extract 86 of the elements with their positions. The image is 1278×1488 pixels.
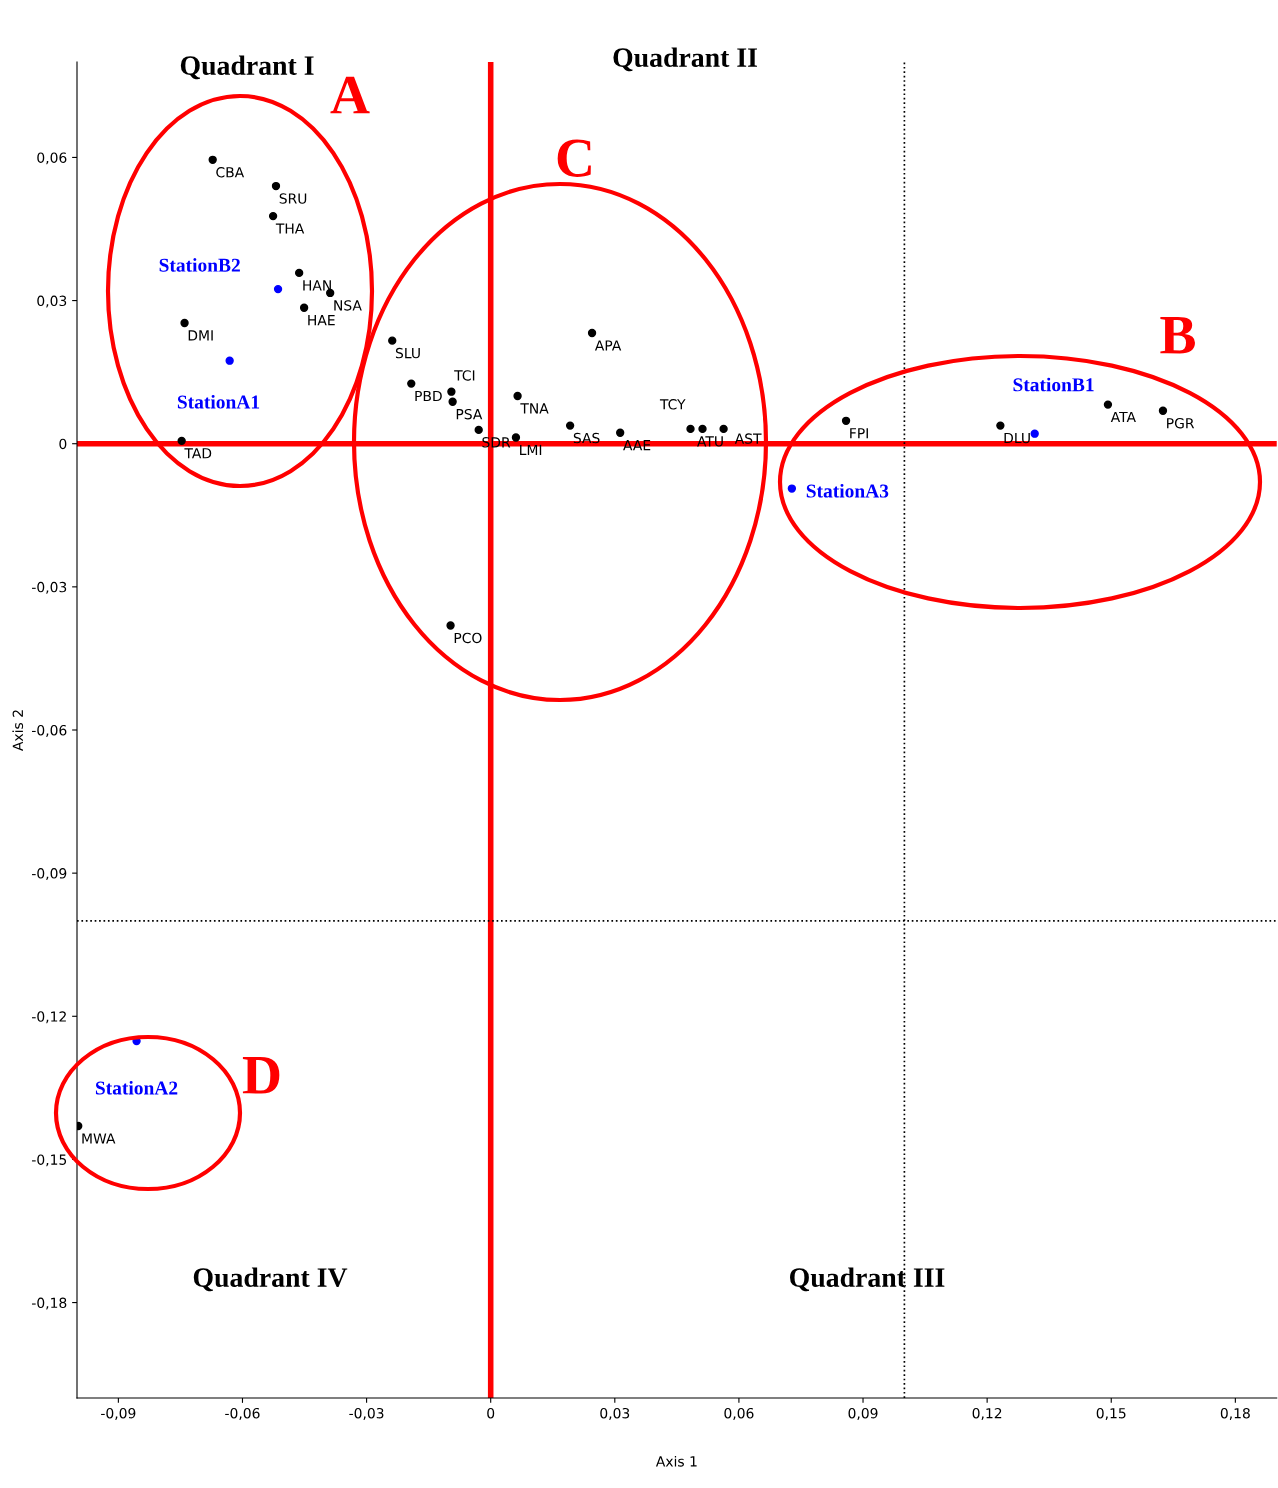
y-tick-label: -0,12 — [32, 1011, 66, 1024]
y-tick-label: -0,18 — [32, 1297, 67, 1310]
point — [407, 379, 416, 388]
y-tick-label: 0,06 — [37, 152, 67, 165]
annotation: StationA2 — [95, 1080, 178, 1095]
annotation: DMI — [188, 330, 213, 341]
annotation: B — [1160, 316, 1195, 354]
point — [268, 211, 278, 221]
x-tick-label: -0,06 — [225, 1407, 260, 1420]
point — [208, 155, 217, 164]
annotation: PCO — [454, 632, 482, 644]
point — [271, 181, 281, 191]
annotation: THA — [275, 223, 305, 234]
x-tick-label: 0,03 — [600, 1407, 630, 1420]
annotation: PBD — [415, 390, 442, 402]
x-tick-label: 0,18 — [1220, 1407, 1250, 1420]
point — [511, 433, 521, 442]
point — [686, 424, 695, 434]
x-tick-label: 0,06 — [724, 1407, 754, 1420]
x-axis-title: Axis 1 — [655, 1455, 697, 1467]
annotation: A — [330, 76, 370, 114]
annotation: StationA3 — [806, 483, 889, 498]
point — [388, 336, 397, 345]
annotation: CBA — [216, 167, 245, 178]
y-tick-label: -0,09 — [32, 868, 67, 881]
point — [299, 303, 309, 312]
annotation: ATA — [1110, 411, 1136, 423]
point — [719, 424, 728, 434]
annotation: TAD — [184, 448, 212, 459]
x-tick-label: 0,15 — [1096, 1407, 1126, 1420]
y-axis-title: Axis 2 — [12, 710, 24, 751]
annotation: TCY — [659, 399, 686, 410]
point — [474, 425, 483, 435]
annotation: Quadrant I — [180, 55, 314, 80]
point — [177, 436, 186, 446]
x-tick-label: 0 — [487, 1407, 495, 1419]
annotation: NSA — [334, 300, 362, 311]
point — [294, 268, 304, 278]
annotation: MWA — [82, 1133, 116, 1144]
point — [587, 328, 597, 338]
annotation: SAS — [573, 432, 600, 444]
point — [1103, 400, 1113, 409]
annotation: LMI — [520, 444, 542, 456]
annotation: StationB2 — [159, 258, 240, 272]
annotation: Quadrant III — [790, 1267, 945, 1292]
x-tick-label: 0,12 — [972, 1407, 1002, 1420]
annotation: SRU — [279, 193, 307, 204]
point — [1158, 406, 1168, 415]
annotation: Quadrant IV — [193, 1267, 348, 1292]
point — [225, 356, 234, 365]
point — [698, 424, 707, 434]
y-tick-label: -0,03 — [32, 581, 67, 594]
annotation: C — [557, 139, 591, 177]
annotation: StationB1 — [1013, 377, 1094, 392]
annotation: APA — [594, 340, 622, 351]
x-tick-label: -0,03 — [349, 1407, 384, 1420]
point — [841, 416, 851, 425]
y-tick-label: 0,03 — [37, 295, 67, 308]
point — [565, 421, 575, 430]
annotation: Quadrant II — [613, 47, 757, 72]
annotation: PSA — [456, 408, 483, 420]
point — [446, 621, 455, 630]
x-tick-label: -0,09 — [101, 1407, 136, 1420]
annotation: HAE — [308, 315, 335, 326]
point — [996, 421, 1005, 430]
point — [513, 391, 522, 401]
annotation: SLU — [395, 347, 420, 359]
point — [616, 428, 625, 437]
annotation: DLU — [1004, 432, 1030, 444]
annotation: FPI — [850, 428, 868, 439]
annotation: TNA — [520, 403, 549, 414]
point — [180, 318, 189, 328]
point — [448, 397, 457, 406]
y-tick-label: -0,06 — [32, 724, 67, 737]
y-tick-label: -0,15 — [32, 1154, 67, 1167]
annotation: PGR — [1167, 417, 1195, 429]
point — [447, 387, 456, 396]
annotation: D — [242, 1056, 280, 1094]
annotation: StationA1 — [177, 394, 260, 409]
x-tick-label: 0,09 — [848, 1407, 878, 1420]
point — [787, 484, 797, 493]
point — [273, 284, 283, 294]
annotation: HAN — [303, 280, 331, 291]
annotation: TCI — [454, 370, 475, 381]
y-tick-label: 0 — [59, 438, 67, 450]
point — [1030, 429, 1039, 438]
